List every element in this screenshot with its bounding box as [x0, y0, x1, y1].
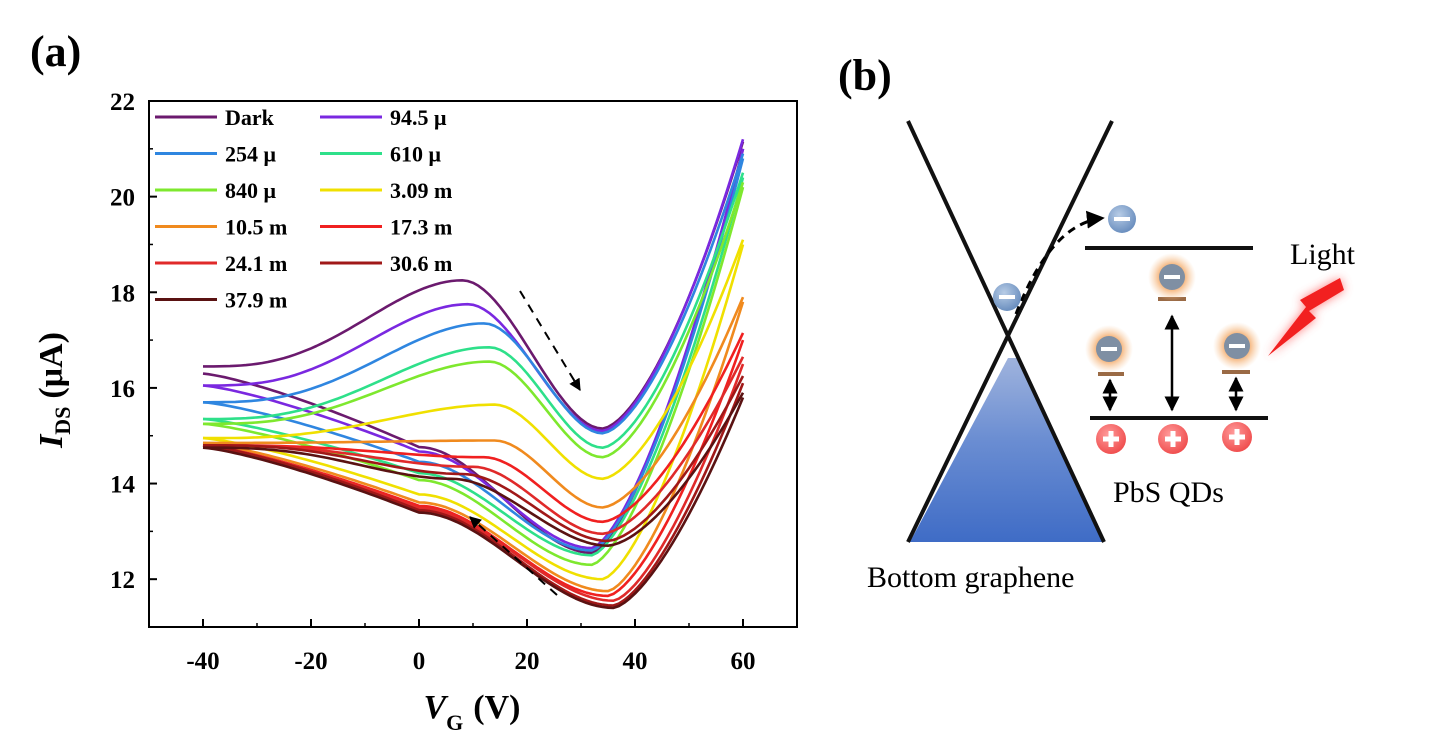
- y-tick-label: 16: [110, 376, 135, 403]
- y-tick-label: 20: [110, 185, 135, 212]
- sweep-direction-down-arrow: [519, 290, 581, 392]
- hole-icon: [1158, 424, 1188, 454]
- sweep-direction-up-arrow: [469, 516, 558, 596]
- x-tick-label: -40: [186, 648, 219, 675]
- trapped-electron-icon: [1148, 253, 1196, 301]
- light-label: Light: [1290, 238, 1356, 271]
- x-axis-title-sub: G: [446, 710, 463, 735]
- electron-icon: [1108, 205, 1136, 233]
- legend-label-8: 17.3 m: [390, 215, 452, 240]
- series-line-4-back: [203, 172, 745, 449]
- chart-area: -40 -20 0 20 40 60 12 14 16 18 20 22 Dark 94.5 μ 254 …: [33, 89, 798, 735]
- pbs-qds-label: PbS QDs: [1113, 476, 1224, 509]
- legend-label-10: 30.6 m: [390, 251, 452, 276]
- series-line-11-fwd: [202, 397, 745, 610]
- y-tick-label: 14: [110, 472, 136, 499]
- series-line-5-back: [203, 181, 745, 459]
- electron-transfer-arrow: [1014, 210, 1105, 315]
- dirac-cone-line-right: [906, 120, 1114, 543]
- x-tick-label: 40: [623, 648, 648, 675]
- y-axis-title-main: I: [33, 433, 70, 449]
- lightning-bolt-icon: [1268, 278, 1344, 356]
- series-line-6-back: [203, 239, 745, 481]
- dirac-cone-line-left: [906, 120, 1106, 543]
- x-tick-label: 0: [413, 648, 426, 675]
- legend-label-2: 94.5 μ: [390, 105, 447, 130]
- y-axis-title-unit: (μA): [33, 332, 70, 398]
- panel-b-label: (b): [838, 51, 892, 100]
- series-line-2-back: [203, 138, 745, 433]
- band-diagram: Light PbS QDs Bottom graphene: [867, 120, 1356, 594]
- legend-label-6: 3.09 m: [390, 178, 452, 203]
- series-line-3-back: [203, 153, 745, 435]
- series-line-10-back: [203, 375, 745, 543]
- y-axis-title: IDS (μA): [33, 332, 75, 449]
- x-axis-title: VG (V): [423, 689, 520, 735]
- y-tick-label: 12: [110, 567, 135, 594]
- hole-icon: [1222, 422, 1252, 452]
- series-line-6-fwd: [202, 244, 745, 581]
- panel-a-label: (a): [30, 27, 81, 76]
- legend-label-4: 610 μ: [390, 142, 442, 167]
- trapped-electron-icon: [1213, 322, 1261, 370]
- axis-ticks: -40 -20 0 20 40 60 12 14 16 18 20 22: [110, 89, 798, 675]
- legend-label-7: 10.5 m: [225, 215, 287, 240]
- curve-group: [202, 138, 745, 610]
- legend-label-3: 254 μ: [225, 142, 277, 167]
- x-axis-title-unit: (V): [473, 689, 520, 726]
- legend-label-1: Dark: [225, 105, 275, 130]
- trapped-electron-icon: [1085, 325, 1133, 373]
- series-line-11-back: [203, 392, 745, 547]
- electron-icon: [993, 283, 1021, 311]
- legend-label-11: 37.9 m: [225, 288, 287, 313]
- series-line-4-fwd: [202, 177, 745, 557]
- legend: Dark 94.5 μ 254 μ 610 μ 840 μ 3.09 m 10.5 m 17.…: [155, 105, 452, 313]
- bottom-graphene-label: Bottom graphene: [867, 561, 1074, 594]
- x-tick-label: -20: [294, 648, 327, 675]
- x-tick-label: 20: [515, 648, 540, 675]
- series-line-7-back: [203, 296, 745, 509]
- x-axis-title-main: V: [423, 689, 448, 726]
- y-tick-label: 18: [110, 280, 135, 307]
- filled-valence-cone: [910, 358, 1104, 542]
- y-axis-title-sub: DS: [50, 407, 75, 435]
- legend-label-5: 840 μ: [225, 178, 277, 203]
- y-tick-label: 22: [110, 89, 135, 116]
- legend-label-9: 24.1 m: [225, 251, 287, 276]
- x-tick-label: 60: [731, 648, 756, 675]
- hole-icon: [1096, 424, 1126, 454]
